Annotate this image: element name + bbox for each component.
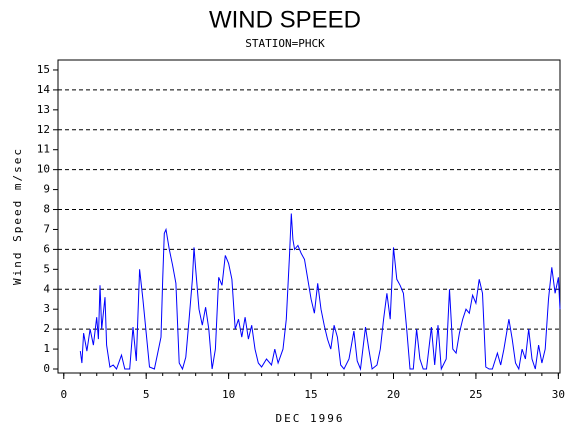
y-tick-label: 9 — [43, 183, 50, 196]
y-tick-label: 14 — [37, 83, 51, 96]
y-tick-label: 5 — [43, 262, 50, 275]
y-tick-label: 4 — [43, 282, 50, 295]
y-tick-label: 2 — [43, 322, 50, 335]
x-tick-label: 5 — [143, 388, 150, 401]
x-tick-label: 25 — [469, 388, 482, 401]
x-axis-label: DEC 1996 — [276, 412, 345, 425]
x-tick-label: 0 — [60, 388, 67, 401]
y-tick-label: 10 — [37, 163, 50, 176]
y-tick-label: 3 — [43, 302, 50, 315]
y-tick-label: 11 — [37, 143, 50, 156]
y-tick-label: 7 — [43, 222, 50, 235]
y-tick-label: 13 — [37, 103, 50, 116]
y-tick-label: 8 — [43, 203, 50, 216]
data-line — [79, 213, 561, 371]
x-tick-label: 20 — [387, 388, 400, 401]
y-tick-label: 0 — [43, 362, 50, 375]
chart-subtitle: STATION=PHCK — [245, 37, 325, 50]
y-tick-label: 6 — [43, 242, 50, 255]
plot-frame — [57, 59, 561, 374]
x-tick-label: 10 — [222, 388, 235, 401]
y-tick-label: 12 — [37, 123, 50, 136]
y-axis-label: Wind Speed m/sec — [11, 147, 24, 285]
chart-title: WIND SPEED — [209, 6, 361, 33]
x-tick-label: 30 — [552, 388, 565, 401]
x-tick-label: 15 — [304, 388, 317, 401]
y-tick-label: 15 — [37, 63, 50, 76]
y-tick-label: 1 — [43, 342, 50, 355]
